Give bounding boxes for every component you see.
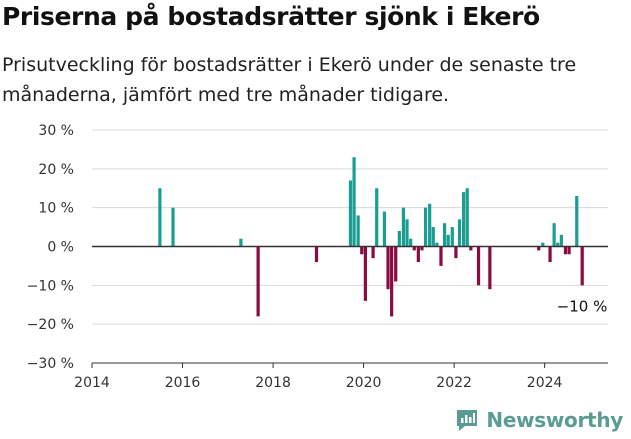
logo-text: Newsworthy: [486, 408, 623, 432]
bar: [394, 246, 398, 282]
bar: [559, 234, 563, 247]
y-tick-label: −30 %: [27, 356, 74, 372]
bar: [390, 246, 394, 317]
bar: [446, 234, 450, 247]
bar: [563, 246, 568, 255]
bar: [375, 188, 379, 247]
x-tick-label: 2020: [346, 375, 382, 391]
bar: [356, 215, 360, 247]
bar: [256, 246, 260, 317]
x-tick-label: 2018: [255, 375, 291, 391]
bar: [552, 223, 556, 247]
bar: [401, 207, 406, 247]
y-tick-label: 10 %: [38, 201, 74, 217]
bar: [371, 246, 375, 259]
bar: [450, 227, 454, 247]
bar: [431, 227, 435, 247]
y-tick-label: 30 %: [38, 123, 74, 139]
bars: [158, 157, 584, 317]
bar: [567, 246, 571, 255]
bar: [476, 246, 481, 286]
x-tick-label: 2022: [436, 375, 472, 391]
chart-subtitle: Prisutveckling för bostadsrätter i Ekerö…: [2, 54, 577, 106]
bar: [239, 238, 243, 247]
bar: [405, 219, 409, 247]
bar: [412, 246, 416, 251]
bar: [454, 246, 458, 259]
bar: [435, 242, 439, 247]
bar: [462, 192, 466, 247]
bar: [556, 242, 560, 247]
bar: [423, 207, 428, 247]
bar: [443, 223, 447, 247]
y-tick-label: −10 %: [27, 278, 74, 294]
bar: [488, 246, 492, 290]
bar: [541, 242, 545, 247]
y-tick-label: −20 %: [27, 317, 74, 333]
bar-chart: −30 %−20 %−10 %0 %10 %20 %30 % 2014 2016 2…: [27, 123, 608, 391]
bar: [360, 246, 364, 255]
x-tick-label: 2014: [74, 375, 110, 391]
x-axis: 2014 2016 2018 2020 2022 2024: [74, 362, 608, 391]
bar: [416, 246, 420, 263]
y-axis-labels: −30 % −20 % −10 % 0 % 10 % 20 % 30 %: [27, 123, 74, 372]
bar: [409, 238, 413, 247]
x-tick-label: 2016: [165, 375, 201, 391]
bar: [537, 246, 541, 251]
bar: [428, 203, 432, 247]
bar: [420, 246, 424, 251]
bar: [363, 246, 367, 301]
bar: [548, 246, 552, 263]
x-tick-label: 2024: [527, 375, 563, 391]
bar: [465, 188, 469, 247]
bar: [171, 207, 175, 247]
newsworthy-logo-icon: [457, 410, 478, 431]
y-tick-label: 0 %: [47, 240, 74, 256]
chart-title: Priserna på bostadsrätter sjönk i Ekerö: [2, 2, 540, 31]
bar: [439, 246, 443, 266]
last-value-annotation: −10 %: [557, 297, 608, 315]
bar: [314, 246, 319, 263]
bar: [348, 180, 353, 247]
bar: [457, 219, 462, 247]
y-tick-label: 20 %: [38, 162, 74, 178]
bar: [382, 211, 386, 247]
bar: [469, 246, 473, 251]
bar: [158, 188, 162, 247]
newsworthy-logo: Newsworthy: [454, 407, 623, 433]
bar: [386, 246, 390, 290]
bar: [397, 230, 401, 247]
bar: [580, 246, 584, 286]
bar: [352, 157, 356, 247]
bar: [575, 196, 579, 247]
